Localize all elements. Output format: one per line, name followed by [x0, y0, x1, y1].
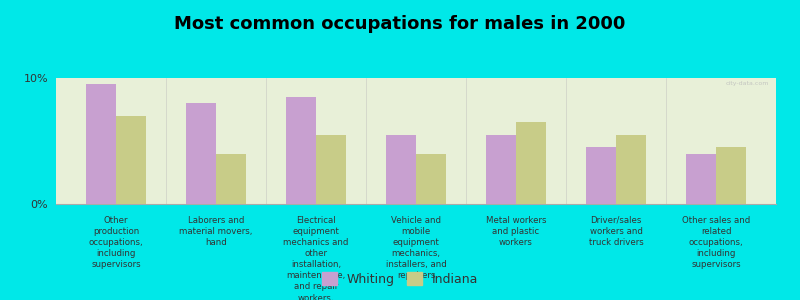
Bar	[116, 116, 146, 204]
Text: city-data.com: city-data.com	[726, 80, 769, 86]
Bar	[316, 135, 346, 204]
Bar	[616, 135, 646, 204]
Text: Most common occupations for males in 2000: Most common occupations for males in 200…	[174, 15, 626, 33]
Bar	[86, 84, 116, 204]
Bar	[386, 135, 416, 204]
Bar	[716, 147, 746, 204]
Legend: Whiting, Indiana: Whiting, Indiana	[317, 267, 483, 291]
Bar	[516, 122, 546, 204]
Bar	[416, 154, 446, 204]
Bar	[586, 147, 616, 204]
Bar	[186, 103, 216, 204]
Bar	[486, 135, 516, 204]
Bar	[286, 97, 316, 204]
Bar	[686, 154, 716, 204]
Bar	[216, 154, 246, 204]
